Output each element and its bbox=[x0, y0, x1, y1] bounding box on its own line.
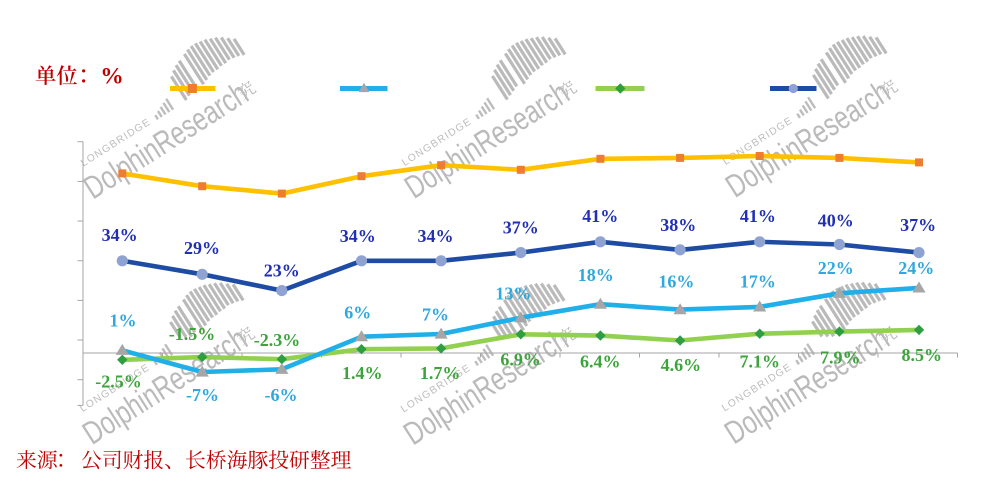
svg-text:1.4%: 1.4% bbox=[342, 363, 383, 383]
svg-text:34%: 34% bbox=[340, 226, 376, 246]
svg-text:-2.3%: -2.3% bbox=[254, 330, 301, 350]
svg-text:6.9%: 6.9% bbox=[500, 350, 541, 370]
svg-text:17%: 17% bbox=[740, 272, 776, 292]
svg-text:7%: 7% bbox=[422, 304, 449, 324]
svg-text:34%: 34% bbox=[418, 226, 454, 246]
svg-text:38%: 38% bbox=[660, 215, 696, 235]
svg-text:29%: 29% bbox=[184, 238, 220, 258]
svg-text:-2.5%: -2.5% bbox=[95, 372, 142, 392]
svg-text:7.9%: 7.9% bbox=[820, 348, 861, 368]
svg-text:DolphinResearch: DolphinResearch bbox=[718, 320, 895, 451]
svg-text:DolphinResearch: DolphinResearch bbox=[719, 74, 896, 205]
svg-text:6%: 6% bbox=[344, 303, 371, 323]
svg-text:24%: 24% bbox=[898, 258, 934, 278]
svg-text:%: % bbox=[100, 64, 124, 90]
svg-text:-7%: -7% bbox=[186, 385, 219, 405]
svg-text:-6%: -6% bbox=[265, 385, 298, 405]
svg-text:7.1%: 7.1% bbox=[739, 351, 780, 371]
svg-text:DolphinResearch: DolphinResearch bbox=[398, 75, 575, 206]
svg-text:1%: 1% bbox=[110, 311, 137, 331]
svg-text:40%: 40% bbox=[818, 210, 854, 230]
svg-text:41%: 41% bbox=[582, 206, 618, 226]
svg-text:1.7%: 1.7% bbox=[420, 363, 461, 383]
svg-text:41%: 41% bbox=[740, 206, 776, 226]
svg-text:34%: 34% bbox=[102, 225, 138, 245]
svg-text:18%: 18% bbox=[578, 265, 614, 285]
svg-text:16%: 16% bbox=[658, 272, 694, 292]
svg-text:23%: 23% bbox=[264, 261, 300, 281]
svg-text:13%: 13% bbox=[495, 283, 531, 303]
svg-text:8.5%: 8.5% bbox=[901, 345, 942, 365]
svg-text:DolphinResearch: DolphinResearch bbox=[77, 75, 254, 206]
svg-text:4.6%: 4.6% bbox=[661, 355, 702, 375]
svg-text:-1.5%: -1.5% bbox=[169, 324, 216, 344]
svg-text:37%: 37% bbox=[900, 215, 936, 235]
svg-text:37%: 37% bbox=[503, 218, 539, 238]
svg-text:22%: 22% bbox=[818, 258, 854, 278]
svg-text:6.4%: 6.4% bbox=[580, 351, 621, 371]
